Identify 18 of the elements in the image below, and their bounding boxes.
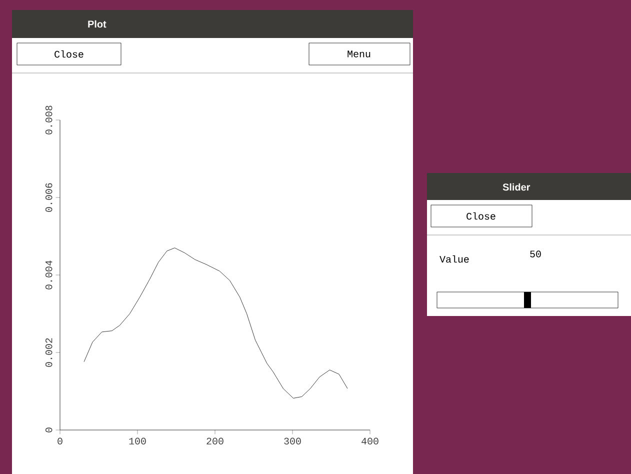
x-tick-label: 300 bbox=[284, 438, 301, 445]
y-tick-label: 0.008 bbox=[45, 106, 52, 134]
text: Value bbox=[440, 255, 469, 263]
text: Close bbox=[54, 50, 84, 58]
y-tick-label: 0.006 bbox=[45, 183, 52, 212]
text: Slider bbox=[502, 183, 530, 191]
text: Menu bbox=[348, 50, 370, 58]
x-tick-label: 200 bbox=[206, 438, 224, 445]
y-tick-label: 0.002 bbox=[45, 338, 52, 367]
text: 50 bbox=[530, 250, 541, 258]
line-series bbox=[84, 248, 348, 398]
text: Plot bbox=[88, 20, 106, 28]
x-tick-label: 0 bbox=[58, 438, 62, 445]
y-tick-label: 0.004 bbox=[45, 260, 52, 290]
x-tick-label: 100 bbox=[129, 438, 146, 445]
x-tick-label: 400 bbox=[362, 438, 378, 445]
y-tick-label: 0 bbox=[45, 428, 52, 432]
text: Close bbox=[466, 212, 496, 220]
